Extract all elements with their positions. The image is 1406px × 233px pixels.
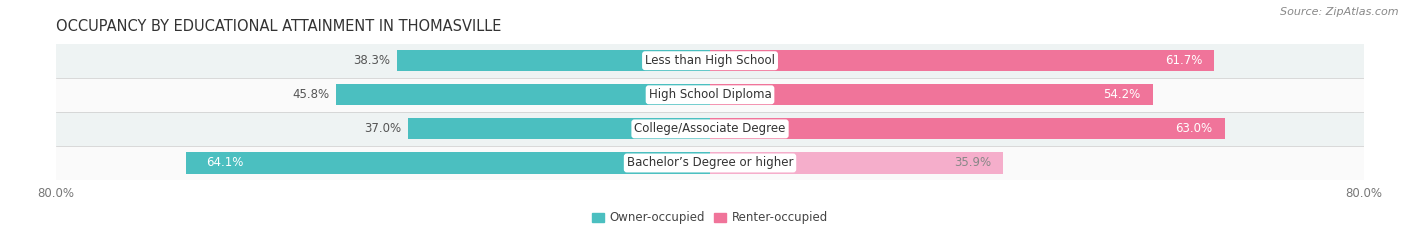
Text: High School Diploma: High School Diploma <box>648 88 772 101</box>
Text: Source: ZipAtlas.com: Source: ZipAtlas.com <box>1281 7 1399 17</box>
Text: 54.2%: 54.2% <box>1104 88 1140 101</box>
Legend: Owner-occupied, Renter-occupied: Owner-occupied, Renter-occupied <box>586 206 834 229</box>
Text: OCCUPANCY BY EDUCATIONAL ATTAINMENT IN THOMASVILLE: OCCUPANCY BY EDUCATIONAL ATTAINMENT IN T… <box>56 19 502 34</box>
Text: 61.7%: 61.7% <box>1164 54 1202 67</box>
Bar <box>186 152 710 174</box>
Text: Bachelor’s Degree or higher: Bachelor’s Degree or higher <box>627 157 793 169</box>
Bar <box>408 118 710 140</box>
Text: 63.0%: 63.0% <box>1175 122 1212 135</box>
Text: 35.9%: 35.9% <box>955 157 991 169</box>
Text: 64.1%: 64.1% <box>207 157 245 169</box>
Bar <box>396 50 710 71</box>
Text: College/Associate Degree: College/Associate Degree <box>634 122 786 135</box>
Bar <box>56 78 1364 112</box>
Text: 38.3%: 38.3% <box>353 54 391 67</box>
Bar <box>56 146 1364 180</box>
Text: Less than High School: Less than High School <box>645 54 775 67</box>
Bar <box>710 84 1153 105</box>
Text: 37.0%: 37.0% <box>364 122 401 135</box>
Text: 45.8%: 45.8% <box>292 88 329 101</box>
Bar <box>710 152 1004 174</box>
Bar <box>710 50 1215 71</box>
Bar <box>56 112 1364 146</box>
Bar <box>336 84 710 105</box>
Bar <box>56 44 1364 78</box>
Bar <box>710 118 1225 140</box>
